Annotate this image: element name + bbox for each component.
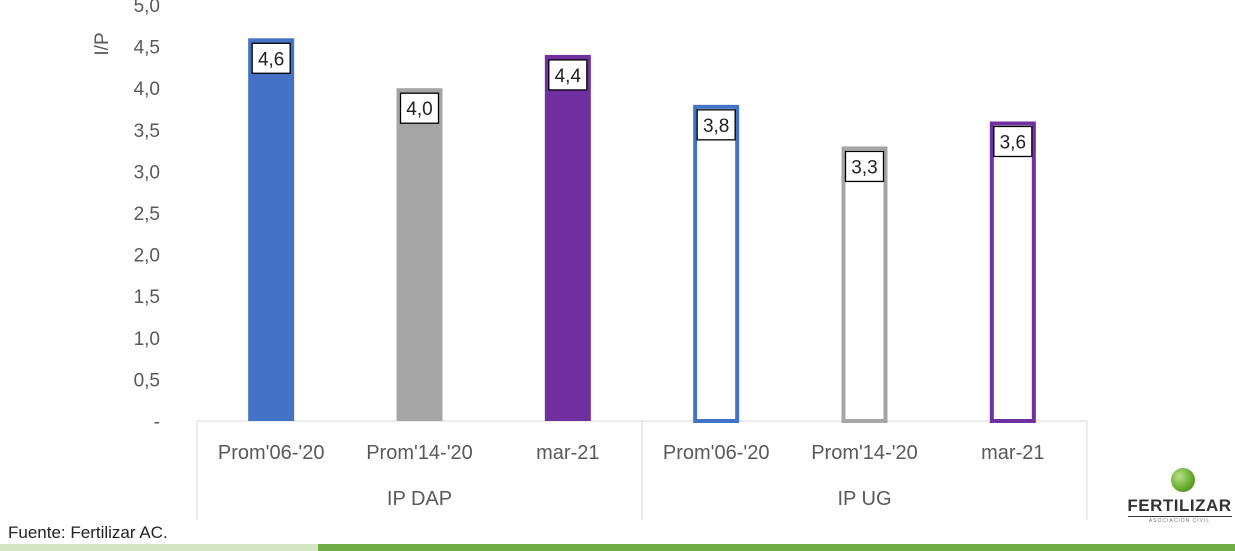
y-tick-label: 5,0 (134, 0, 160, 17)
category-label: Prom'14-'20 (366, 442, 473, 464)
bar (248, 38, 295, 421)
y-tick-label: 2,0 (134, 246, 160, 267)
logo-name: FERTILIZAR (1127, 496, 1232, 515)
y-tick-label: - (154, 412, 160, 433)
category-label: Prom'06-'20 (218, 442, 325, 464)
data-label: 3,6 (1000, 132, 1026, 153)
data-label-box (993, 125, 1033, 158)
logo-ball-icon (1171, 468, 1195, 492)
bar-outline (841, 146, 888, 423)
bar-outline (693, 104, 740, 423)
y-tick-label: 1,5 (134, 287, 160, 308)
logo-subtitle: ASOCIACION CIVIL (1148, 518, 1211, 524)
category-label: Prom'06-'20 (663, 442, 770, 464)
y-tick-label: 2,5 (134, 204, 160, 225)
data-label-box (844, 150, 885, 183)
fertilizar-logo: FERTILIZAR ASOCIACION CIVIL (1124, 466, 1235, 526)
y-tick-label: 3,5 (134, 121, 160, 142)
y-axis-title: I/P (92, 32, 113, 55)
data-label-box (696, 109, 736, 141)
logo-underline (1128, 516, 1232, 517)
data-label: 4,0 (406, 99, 432, 120)
data-label: 3,3 (851, 157, 877, 178)
category-label: Prom'14-'20 (811, 442, 918, 464)
y-tick-label: 3,0 (134, 162, 160, 183)
y-tick-label: 1,0 (134, 329, 160, 350)
bar-chart: - 0,5 1,0 1,5 2,0 2,5 3,0 3,5 4,0 4,5 5,0 IP DAP Pr… (92, 0, 1088, 520)
y-tick-label: 4,5 (134, 38, 160, 59)
data-label-box (399, 92, 440, 124)
bar-outline (989, 121, 1036, 423)
data-label: 3,8 (703, 116, 729, 137)
footer-stripe-dark (318, 544, 1235, 551)
bar (396, 88, 443, 421)
y-tick-label: 4,0 (134, 79, 160, 100)
group-label: IP UG (837, 488, 891, 510)
data-label-box (548, 59, 588, 91)
data-label: 4,4 (555, 66, 582, 87)
source-note: Fuente: Fertilizar AC. (8, 523, 168, 542)
y-tick-label: 0,5 (134, 370, 160, 391)
data-label: 4,6 (258, 49, 284, 70)
footer-stripe-light (0, 544, 318, 551)
data-label-box (251, 42, 291, 74)
group-label: IP DAP (387, 488, 452, 510)
category-label: mar-21 (981, 442, 1044, 464)
bar (544, 54, 591, 422)
category-label: mar-21 (536, 442, 599, 464)
